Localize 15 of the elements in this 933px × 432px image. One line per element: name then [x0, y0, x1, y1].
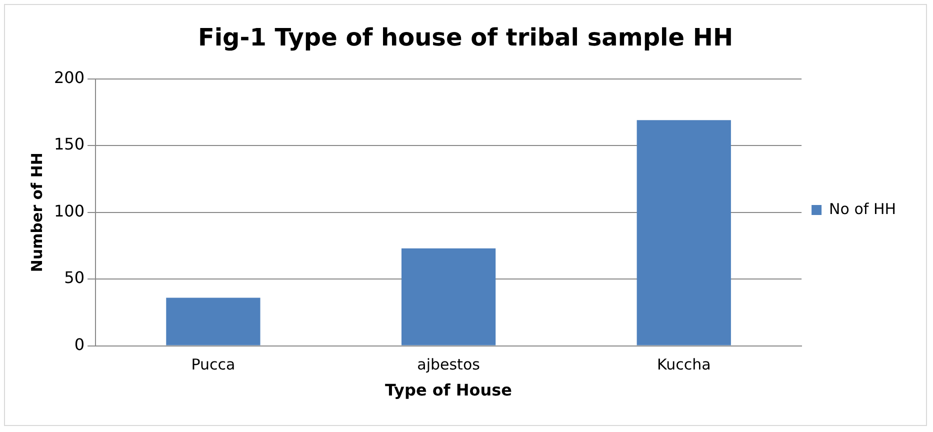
bar: [401, 248, 496, 346]
y-tick-label: 0: [74, 334, 85, 354]
y-tick-label: 50: [64, 268, 85, 288]
y-axis-title: Number of HH: [28, 152, 46, 272]
bar: [166, 298, 260, 346]
chart-title: Fig-1 Type of house of tribal sample HH: [198, 24, 734, 52]
x-tick-label: Pucca: [191, 356, 236, 374]
bar: [636, 120, 731, 346]
x-tick-label: Kuccha: [656, 356, 711, 374]
x-tick-label: ajbestos: [417, 356, 480, 374]
x-axis-title: Type of House: [385, 380, 512, 400]
y-tick-label: 200: [54, 68, 85, 87]
y-tick-label: 150: [54, 134, 85, 154]
legend-label: No of HH: [829, 200, 896, 218]
y-tick-label: 100: [54, 201, 85, 220]
